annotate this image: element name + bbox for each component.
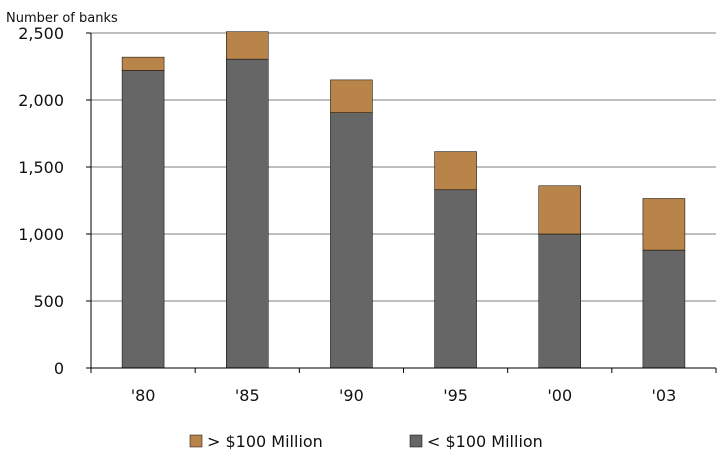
bar-under-100m [642, 249, 686, 369]
bar-over-100m [434, 151, 477, 191]
bar-over-100m [538, 185, 581, 235]
y-axis-label: Number of banks [6, 11, 118, 26]
bars [121, 31, 686, 369]
legend-swatch-over-100m [189, 434, 203, 448]
y-tick-label: 1,500 [18, 158, 64, 177]
bar-under-100m [538, 233, 581, 369]
gridlines [91, 32, 716, 302]
legend-label-over-100m: > $100 Million [207, 432, 323, 451]
x-tick-label: '03 [652, 386, 677, 405]
y-tick-label: 500 [33, 292, 64, 311]
y-ticks: 0 500 1,000 1,500 2,000 2,500 [18, 24, 91, 378]
bar-over-100m [642, 198, 686, 251]
y-tick-label: 2,500 [18, 24, 64, 43]
bar-under-100m [121, 70, 165, 369]
bar-over-100m [121, 56, 165, 71]
x-tick-label: '95 [443, 386, 468, 405]
bar-over-100m [330, 79, 373, 113]
legend: > $100 Million < $100 Million [189, 432, 543, 451]
bar-over-100m [226, 31, 269, 60]
x-tick-label: '85 [235, 386, 260, 405]
legend-label-under-100m: < $100 Million [427, 432, 543, 451]
bar-under-100m [330, 112, 373, 369]
y-tick-label: 2,000 [18, 91, 64, 110]
x-tick-label: '00 [547, 386, 572, 405]
x-tick-label: '90 [339, 386, 364, 405]
y-tick-label: 0 [54, 359, 64, 378]
x-ticks: '80 '85 '90 '95 '00 '03 [90, 368, 717, 405]
axes [90, 33, 716, 369]
bar-under-100m [226, 58, 269, 369]
x-tick-label: '80 [131, 386, 156, 405]
legend-swatch-under-100m [409, 434, 423, 448]
y-tick-label: 1,000 [18, 225, 64, 244]
bar-under-100m [434, 189, 477, 369]
